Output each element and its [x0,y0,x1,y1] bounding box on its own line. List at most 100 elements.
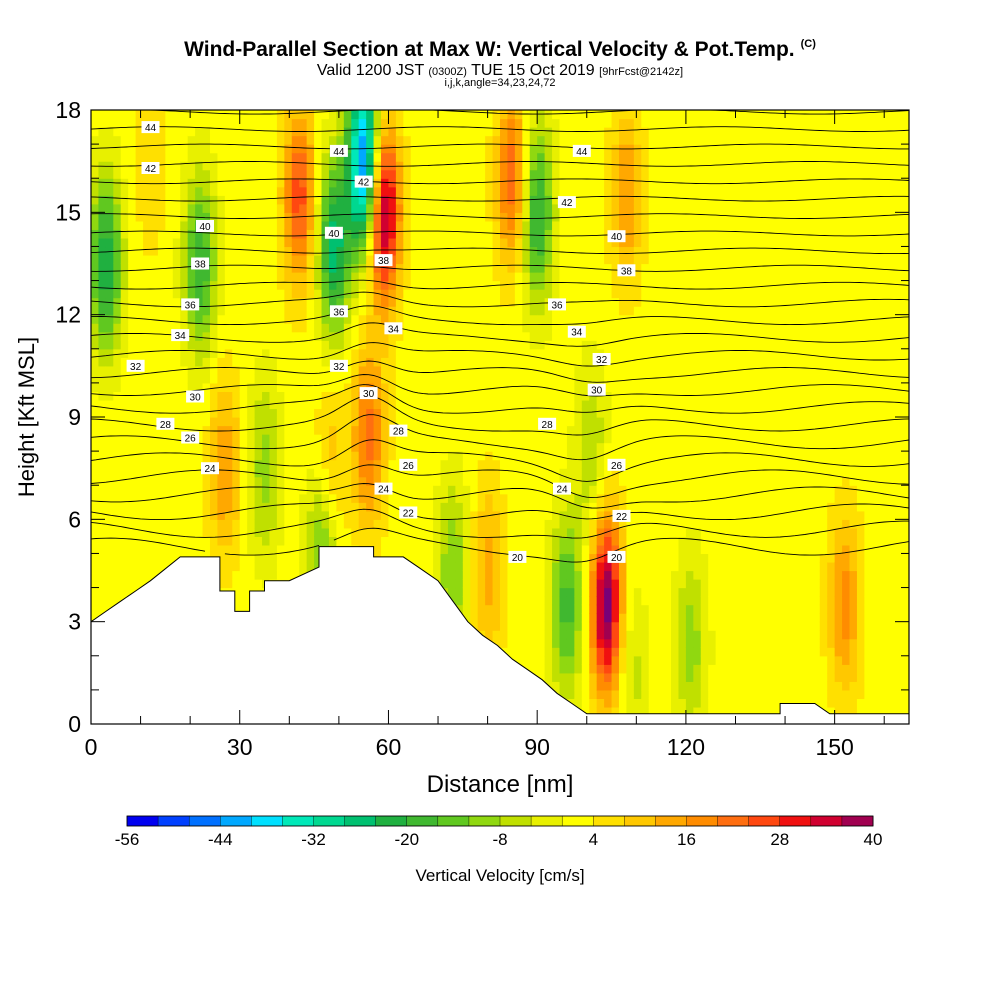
velocity-cell [552,144,561,154]
velocity-cell [224,263,233,273]
velocity-cell [507,510,516,520]
velocity-cell [596,331,605,341]
velocity-cell [529,570,538,580]
velocity-cell [537,254,546,265]
velocity-cell [477,357,486,367]
velocity-cell [581,502,590,512]
velocity-cell [120,434,129,444]
velocity-cell [492,161,501,171]
velocity-cell [314,237,323,248]
velocity-cell [358,340,367,350]
velocity-cell [522,451,531,461]
velocity-cell [247,570,256,580]
velocity-cell [604,689,613,700]
velocity-cell [232,459,241,469]
velocity-cell [135,485,144,495]
velocity-cell [477,365,486,375]
velocity-cell [291,365,300,375]
velocity-cell [180,476,189,486]
velocity-cell [195,468,204,478]
velocity-cell [128,297,137,307]
velocity-cell [172,169,181,179]
velocity-cell [276,323,285,333]
velocity-cell [336,348,345,358]
velocity-cell [217,442,226,452]
velocity-cell [358,195,367,205]
velocity-cell [120,203,129,213]
velocity-cell [306,331,315,341]
velocity-cell [336,408,345,418]
velocity-cell [455,596,464,606]
velocity-cell [485,596,494,606]
velocity-cell [440,485,449,495]
velocity-cell [180,314,189,324]
velocity-cell [470,579,479,589]
velocity-cell [440,246,449,256]
velocity-cell [395,220,404,230]
velocity-cell [462,135,471,145]
chart-subtitle-indices: i,j,k,angle=34,23,24,72 [444,77,556,89]
velocity-cell [262,144,271,154]
velocity-cell [314,434,323,444]
velocity-cell [224,476,233,486]
velocity-cell [209,272,219,282]
velocity-cell [150,451,159,461]
velocity-cell [291,536,300,546]
velocity-cell [224,195,233,205]
velocity-cell [157,212,166,222]
velocity-cell [284,408,293,418]
velocity-cell [581,289,590,299]
velocity-cell [165,323,174,333]
velocity-cell [336,510,345,520]
velocity-cell [336,374,345,384]
velocity-cell [410,297,419,307]
velocity-cell [135,425,144,435]
velocity-cell [247,178,256,188]
velocity-cell [455,340,464,350]
velocity-cell [589,570,598,580]
velocity-cell [462,527,471,537]
velocity-cell [105,110,114,120]
velocity-cell [113,203,122,213]
velocity-cell [284,527,293,537]
velocity-cell [224,493,233,503]
velocity-cell [232,544,241,555]
velocity-cell [262,195,271,205]
velocity-cell [91,331,100,341]
velocity-cell [269,297,278,307]
velocity-cell [410,544,419,555]
velocity-cell [284,519,293,529]
velocity-cell [485,263,494,273]
velocity-cell [351,169,360,179]
velocity-cell [522,485,531,495]
velocity-cell [373,263,382,273]
velocity-cell [500,613,509,623]
velocity-cell [217,451,226,461]
velocity-cell [321,399,330,410]
velocity-cell [232,553,241,563]
velocity-cell [559,135,568,145]
velocity-cell [254,468,263,478]
velocity-cell [98,348,107,358]
velocity-cell [574,493,583,503]
velocity-cell [157,561,166,572]
velocity-cell [247,289,256,299]
velocity-cell [254,212,263,222]
velocity-cell [604,638,613,648]
velocity-cell [202,502,211,512]
velocity-cell [276,382,285,393]
velocity-cell [485,544,494,555]
velocity-cell [314,195,323,205]
velocity-cell [91,391,100,401]
velocity-cell [269,314,278,324]
velocity-cell [500,408,509,418]
velocity-cell [514,110,523,120]
velocity-cell [299,425,308,435]
velocity-cell [447,186,456,196]
velocity-cell [433,374,442,384]
velocity-cell [470,451,479,461]
velocity-cell [544,110,553,120]
velocity-cell [566,314,575,324]
velocity-cell [366,485,375,495]
velocity-cell [239,544,248,555]
